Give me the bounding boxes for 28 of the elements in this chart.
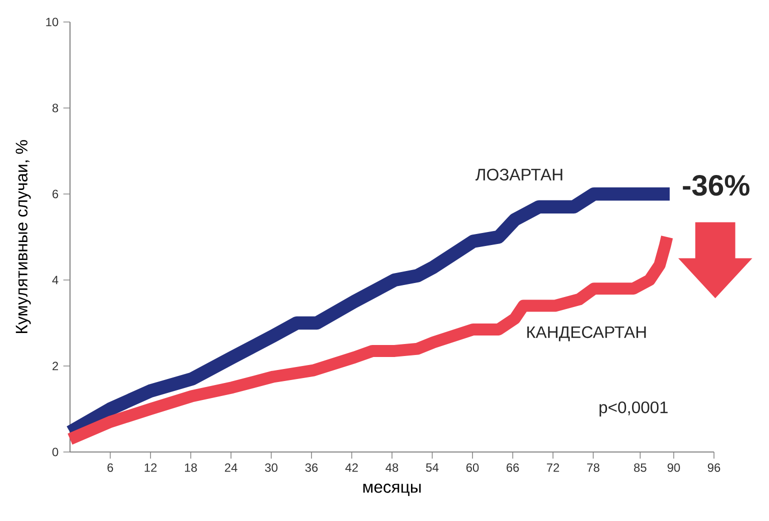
x-tick-label: 30 — [265, 463, 278, 472]
x-tick-label: 54 — [426, 463, 439, 472]
x-tick-label: 85 — [634, 463, 646, 472]
x-tick-label: 36 — [305, 463, 318, 472]
y-tick-label: 4 — [52, 276, 58, 284]
x-tick-label: 78 — [587, 463, 600, 472]
x-tick-label: 24 — [224, 463, 238, 472]
y-tick-label: 2 — [52, 362, 58, 370]
series-label: КАНДЕСАРТАН — [527, 326, 646, 342]
y-axis-title: Кумулятивные случаи, % — [16, 140, 31, 334]
annotation: -36% — [682, 174, 750, 196]
x-tick-label: 12 — [144, 463, 157, 472]
y-tick-label: 10 — [46, 18, 58, 26]
annotation: p<0,0001 — [600, 401, 668, 417]
x-tick-label: 66 — [506, 463, 519, 472]
x-tick-label: 72 — [546, 463, 560, 472]
series-label: ЛОЗАРТАН — [475, 168, 562, 181]
x-tick-label: 90 — [668, 463, 680, 472]
x-tick-label: 96 — [708, 463, 720, 472]
y-tick-label: 0 — [52, 448, 58, 456]
x-tick-label: 48 — [386, 463, 398, 472]
x-tick-label: 6 — [108, 463, 114, 472]
y-tick-label: 8 — [52, 104, 58, 112]
x-tick-label: 42 — [345, 463, 358, 472]
x-axis-title: месяцы — [363, 484, 421, 496]
x-tick-label: 18 — [184, 463, 197, 472]
x-tick-label: 60 — [466, 463, 479, 472]
y-tick-label: 6 — [52, 190, 58, 198]
